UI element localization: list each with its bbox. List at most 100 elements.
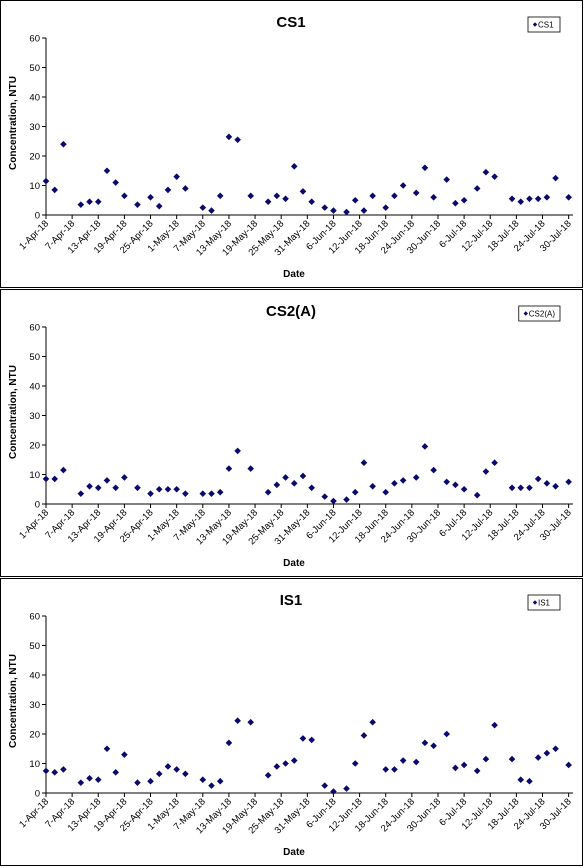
data-point [299,472,307,480]
chart-panel-cs1: CS1 0 10 20 30 40 50 60 1-Apr-18 7-Apr-18 13-Apr-1… [0,0,583,288]
data-point [225,739,233,747]
data-point [534,475,542,483]
x-axis-label: Date [283,847,305,858]
data-point [343,208,350,216]
data-point [225,133,233,141]
legend: CS1 [527,16,561,33]
data-point [60,766,67,773]
y-tick-label: 0 [35,500,40,511]
data-point [473,767,481,775]
data-point [147,194,154,201]
data-point [491,173,498,180]
data-point [112,484,119,492]
data-point [526,777,533,785]
data-point [369,718,376,726]
y-tick-label: 20 [29,730,40,741]
y-tick-label: 0 [35,211,40,222]
data-point [208,490,215,497]
data-point [264,198,272,206]
data-point [421,164,429,172]
data-point [491,721,498,729]
data-point [360,207,368,214]
data-point [147,490,154,497]
data-point [199,490,207,497]
data-point [460,761,468,769]
data-point [382,766,390,773]
y-tick-label: 60 [29,612,40,623]
data-point [273,192,281,200]
data-point [216,777,224,785]
y-tick-label: 40 [29,382,40,393]
data-point [94,198,102,206]
data-point [134,779,141,786]
data-point [343,496,350,503]
y-tick-label: 50 [29,641,40,652]
data-point [443,478,450,486]
data-point [482,468,490,475]
data-point [103,745,111,753]
data-point [134,201,141,208]
legend: CS2(A) [518,305,561,322]
data-point [86,774,93,782]
data-point [234,136,241,144]
data-point [430,194,437,201]
data-point [552,745,559,753]
data-point [247,465,255,472]
data-point [526,484,533,492]
legend-marker [532,22,538,27]
data-point [155,202,163,210]
y-tick-label: 60 [29,34,40,45]
chart-cs1: CS101020304050601-Apr-187-Apr-1813-Apr-1… [8,14,574,280]
data-point [216,488,224,496]
data-point [77,201,85,208]
data-point [308,198,315,206]
data-point [330,207,337,214]
data-point [508,755,516,763]
data-point [77,779,85,786]
data-point [164,186,172,194]
data-point [216,192,224,200]
data-point [42,177,50,185]
data-point [282,760,289,767]
data-point [399,477,407,484]
data-point [534,195,542,203]
data-point [412,189,420,197]
data-point [421,739,429,747]
data-point [234,717,241,725]
y-tick-label: 50 [29,63,40,74]
data-point [147,777,154,785]
data-point [382,488,390,496]
data-point [452,764,459,772]
data-point [173,173,180,180]
data-point [351,196,359,204]
data-point [264,772,272,779]
data-point [482,755,490,763]
data-point [273,763,281,770]
data-point [321,204,329,211]
data-point [351,488,359,496]
data-point [247,718,255,726]
y-axis-label: Concentration, NTU [8,365,19,459]
data-point [321,493,329,500]
data-point [452,481,459,489]
data-point [443,176,450,183]
data-point [399,182,407,189]
data-point [473,185,481,192]
data-point [508,484,516,492]
data-point [443,730,450,738]
data-point [543,194,551,201]
y-tick-label: 40 [29,93,40,104]
data-point [391,192,398,200]
data-point [460,196,468,204]
data-point [399,757,407,764]
chart-title: CS1 [276,14,305,31]
data-point [112,769,119,776]
data-point [412,758,420,766]
legend-box [527,594,561,611]
data-point [290,757,298,764]
legend-box [527,16,561,33]
data-point [382,204,390,211]
data-point [164,485,172,493]
y-tick-label: 60 [29,323,40,334]
data-point [330,497,337,505]
